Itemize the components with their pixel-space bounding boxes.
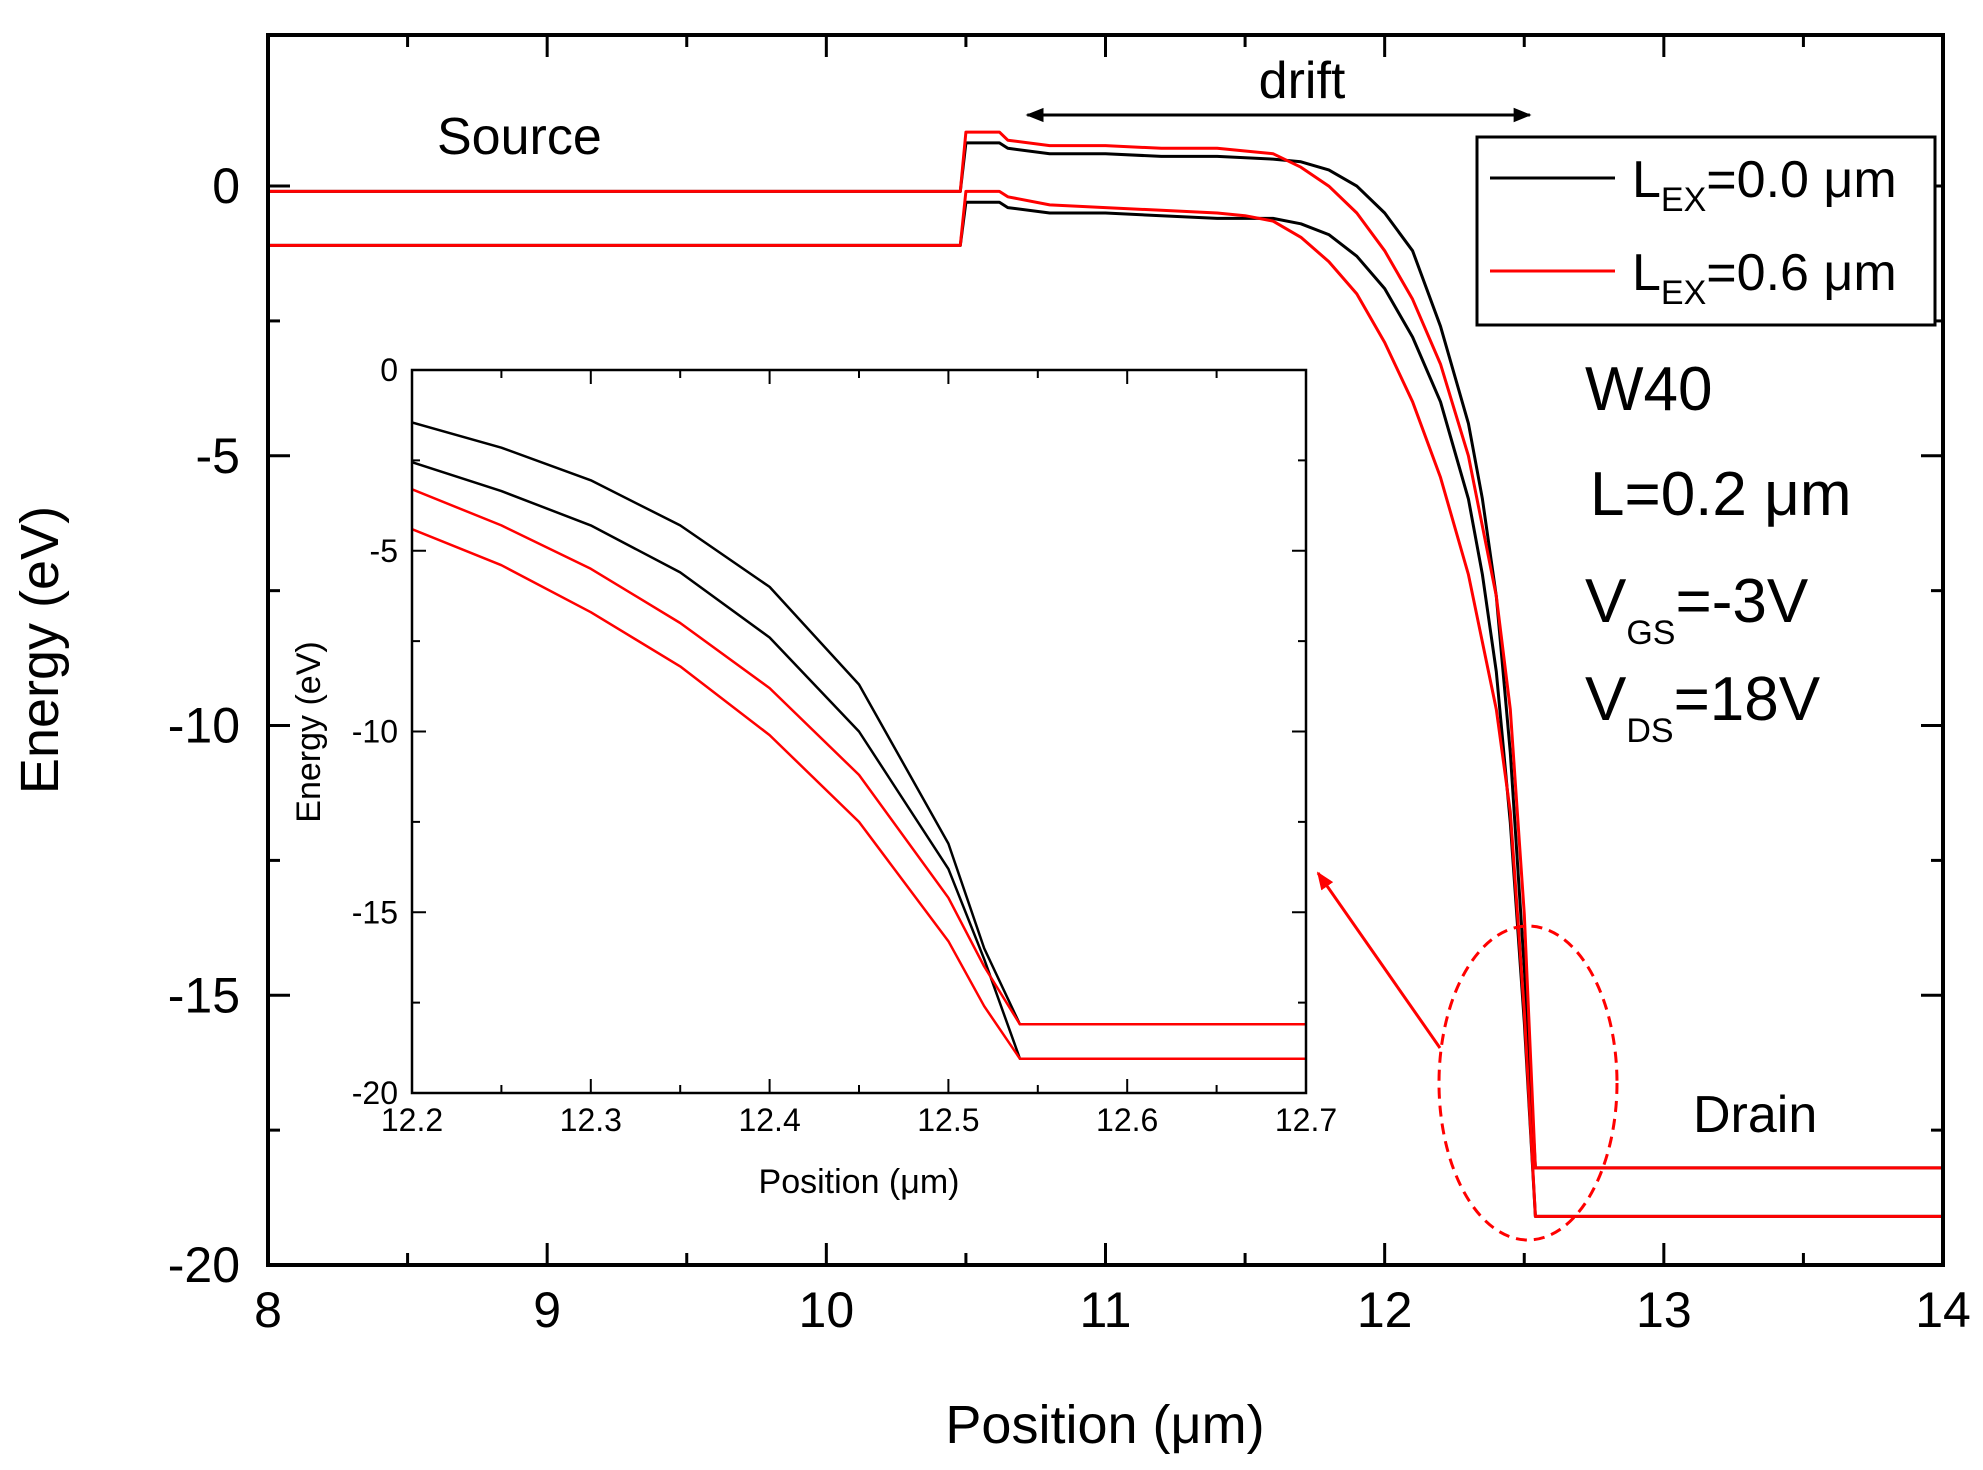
main-x-tick-label-8: 8 [254, 1282, 282, 1338]
zoom-region-ellipse [1437, 924, 1619, 1242]
condition-length: L=0.2 μm [1590, 460, 1851, 529]
inset-x-tick-label-12-5: 12.5 [917, 1102, 979, 1138]
inset-y-tick-label-10: -10 [352, 714, 398, 750]
inset-x-tick-label-12-6: 12.6 [1096, 1102, 1158, 1138]
condition-vgs-value: =-3V [1675, 567, 1808, 636]
main-tick-labels: 8 9 10 11 12 13 14 0 -5 -10 -15 -20 [168, 158, 1971, 1338]
main-y-tick-label-10: -10 [168, 698, 240, 754]
main-y-tick-label-20: -20 [168, 1237, 240, 1293]
inset-y-tick-label-5: -5 [370, 533, 398, 569]
condition-vds: VDS=18V [1585, 665, 1821, 750]
main-series-l-ex-0-6-m-lower-band [268, 189, 1943, 1218]
condition-width: W40 [1585, 355, 1712, 424]
inset-x-axis-label: Position (μm) [759, 1163, 960, 1201]
drain-label: Drain [1693, 1086, 1817, 1144]
inset-x-tick-label-12-4: 12.4 [738, 1102, 800, 1138]
main-x-axis-label: Position (μm) [945, 1395, 1264, 1455]
condition-vgs-main: V [1585, 567, 1627, 636]
inset-x-tick-label-12-2: 12.2 [381, 1102, 443, 1138]
condition-vds-subscript: DS [1626, 712, 1673, 750]
legend-entry-lex-0-6-main: L [1632, 244, 1661, 302]
main-x-tick-label-12: 12 [1357, 1282, 1413, 1338]
zoom-arrow [1316, 871, 1442, 1049]
legend-entry-lex-0-0-main: L [1632, 151, 1661, 209]
main-y-axis-label: Energy (eV) [10, 506, 70, 794]
main-x-tick-label-13: 13 [1636, 1282, 1692, 1338]
inset-x-tick-label-12-3: 12.3 [560, 1102, 622, 1138]
legend-entry-lex-0-0-value: =0.0 μm [1706, 151, 1896, 209]
source-label: Source [437, 108, 602, 166]
inset-y-tick-label-0: 0 [380, 352, 398, 388]
inset-series-l-ex-0-0-m-lower-band [412, 461, 1306, 1060]
inset-series-group [412, 421, 1306, 1060]
main-series-group [268, 130, 1943, 1218]
inset-series-l-ex-0-6-m-upper-band [412, 488, 1306, 1026]
condition-length-main: L=0.2 μm [1590, 460, 1851, 529]
inset-plot: 12.2 12.3 12.4 12.5 12.6 12.7 0 -5 -10 -15 -20 Pos… [290, 352, 1337, 1201]
main-series-l-ex-0-0-m-lower-band [268, 200, 1943, 1218]
legend-entry-lex-0-0-subscript: EX [1661, 181, 1706, 219]
inset-y-tick-label-15: -15 [352, 894, 398, 930]
legend-box [1475, 135, 1937, 327]
main-y-tick-label-15: -15 [168, 967, 240, 1023]
legend: LEX=0.0 μm LEX=0.6 μm [1475, 135, 1937, 327]
inset-y-axis-label: Energy (eV) [290, 641, 328, 822]
main-x-tick-label-9: 9 [533, 1282, 561, 1338]
condition-width-main: W40 [1585, 355, 1712, 424]
legend-entry-lex-0-6-subscript: EX [1661, 274, 1706, 312]
inset-x-tick-label-12-7: 12.7 [1275, 1102, 1337, 1138]
main-x-tick-label-10: 10 [799, 1282, 855, 1338]
condition-vds-main: V [1585, 665, 1627, 734]
legend-entry-lex-0-6: LEX=0.6 μm [1632, 244, 1897, 312]
main-x-tick-label-14: 14 [1915, 1282, 1971, 1338]
main-y-tick-label-5: -5 [196, 428, 240, 484]
main-plot: 8 9 10 11 12 13 14 0 -5 -10 -15 -20 Position (μm) E… [10, 33, 1971, 1455]
inset-plot-frame [410, 368, 1308, 1095]
conditions-block: W40 L=0.2 μm VGS=-3V VDS=18V [1585, 355, 1851, 750]
inset-tick-labels: 12.2 12.3 12.4 12.5 12.6 12.7 0 -5 -10 -15 -20 [352, 352, 1337, 1138]
main-series-l-ex-0-6-m-upper-band [268, 130, 1943, 1170]
inset-series-l-ex-0-0-m-upper-band [412, 421, 1306, 1026]
inset-y-tick-label-20: -20 [352, 1075, 398, 1111]
main-x-tick-label-11: 11 [1080, 1282, 1132, 1338]
legend-entry-lex-0-0: LEX=0.0 μm [1632, 151, 1897, 219]
main-y-tick-label-0: 0 [212, 158, 240, 214]
condition-vgs-subscript: GS [1626, 614, 1675, 652]
inset-series-l-ex-0-6-m-lower-band [412, 527, 1306, 1060]
drift-label: drift [1259, 52, 1346, 110]
condition-vds-value: =18V [1674, 665, 1821, 734]
main-plot-frame [266, 33, 1945, 1267]
condition-vgs: VGS=-3V [1585, 567, 1809, 652]
legend-entry-lex-0-6-value: =0.6 μm [1706, 244, 1896, 302]
